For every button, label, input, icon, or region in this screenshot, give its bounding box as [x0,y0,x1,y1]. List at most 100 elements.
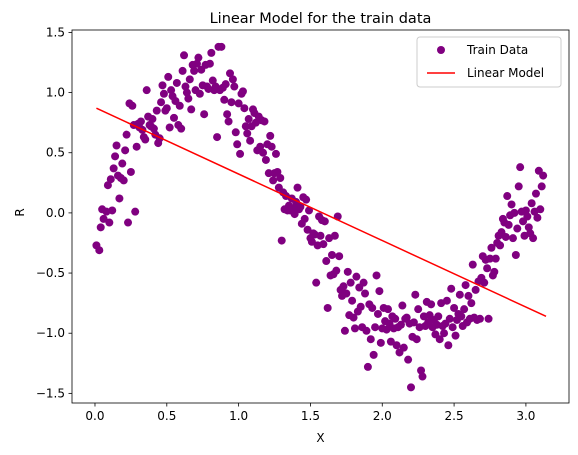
data-point [152,106,161,115]
data-point [402,313,411,322]
data-point [480,278,489,287]
data-point [414,305,423,314]
data-point [205,59,214,68]
data-point [398,301,407,310]
x-tick-label: 1.0 [229,409,248,423]
data-point [227,98,236,107]
data-point [141,135,150,144]
data-point [533,213,542,222]
data-point [267,142,276,151]
data-point [503,192,512,201]
data-point [406,383,415,392]
data-point [450,303,459,312]
data-point [293,183,302,192]
data-point [149,124,158,133]
data-point [266,131,275,140]
data-point [132,142,141,151]
data-point [159,89,168,98]
data-point [269,176,278,185]
data-point [228,75,237,84]
data-point [510,208,519,217]
data-point [412,335,421,344]
x-tick-label: 3.0 [516,409,535,423]
data-point [369,350,378,359]
data-point [484,314,493,323]
data-point [223,110,232,119]
data-point [142,86,151,95]
data-point [464,291,473,300]
data-point [340,326,349,335]
data-point [316,231,325,240]
data-point [356,302,365,311]
data-point [523,212,532,221]
data-point [96,223,105,232]
data-point [359,278,368,287]
x-tick-label: 2.5 [445,409,464,423]
data-point [384,305,393,314]
data-point [271,149,280,158]
data-point [417,366,426,375]
y-tick-label: 1.5 [46,25,65,39]
data-point [217,42,226,51]
x-tick-label: 1.5 [301,409,320,423]
data-point [434,312,443,321]
data-point [185,75,194,84]
data-point [511,251,520,260]
data-point [361,289,370,298]
data-point [440,329,449,338]
data-point [491,254,500,263]
data-point [322,257,331,266]
data-point [128,101,137,110]
data-point [504,220,513,229]
data-point [352,272,361,281]
data-point [521,206,530,215]
data-point [121,146,130,155]
data-point [508,234,517,243]
data-point [194,53,203,62]
data-point [447,284,456,293]
data-point [501,232,510,241]
data-point [539,171,548,180]
data-point [348,296,357,305]
data-point [386,337,395,346]
data-point [475,314,484,323]
data-point [300,214,309,223]
data-point [164,72,173,81]
y-tick-label: 0.5 [46,146,65,160]
data-point [427,300,436,309]
data-point [527,199,536,208]
legend: Train Data Linear Model [416,36,562,88]
data-point [244,115,253,124]
data-point [122,130,131,139]
data-point [124,218,133,227]
data-point [362,326,371,335]
data-point [536,205,545,214]
data-point [418,372,427,381]
data-point [213,133,222,142]
data-point [296,202,305,211]
data-point [442,296,451,305]
data-point [346,278,355,287]
data-point [537,182,546,191]
data-point [448,323,457,332]
data-point [444,341,453,350]
legend-box [416,36,562,88]
data-point [260,117,269,126]
data-point [461,281,470,290]
data-point [180,51,189,60]
data-point [99,214,108,223]
data-point [108,206,117,215]
data-point [181,82,190,91]
data-point [312,278,321,287]
data-point [391,314,400,323]
data-point [460,305,469,314]
data-point [373,309,382,318]
data-point [368,303,377,312]
data-point [200,110,209,119]
data-point [382,325,391,334]
data-point [256,142,265,151]
data-point [165,123,174,132]
data-point [273,167,282,176]
data-point [483,264,492,273]
